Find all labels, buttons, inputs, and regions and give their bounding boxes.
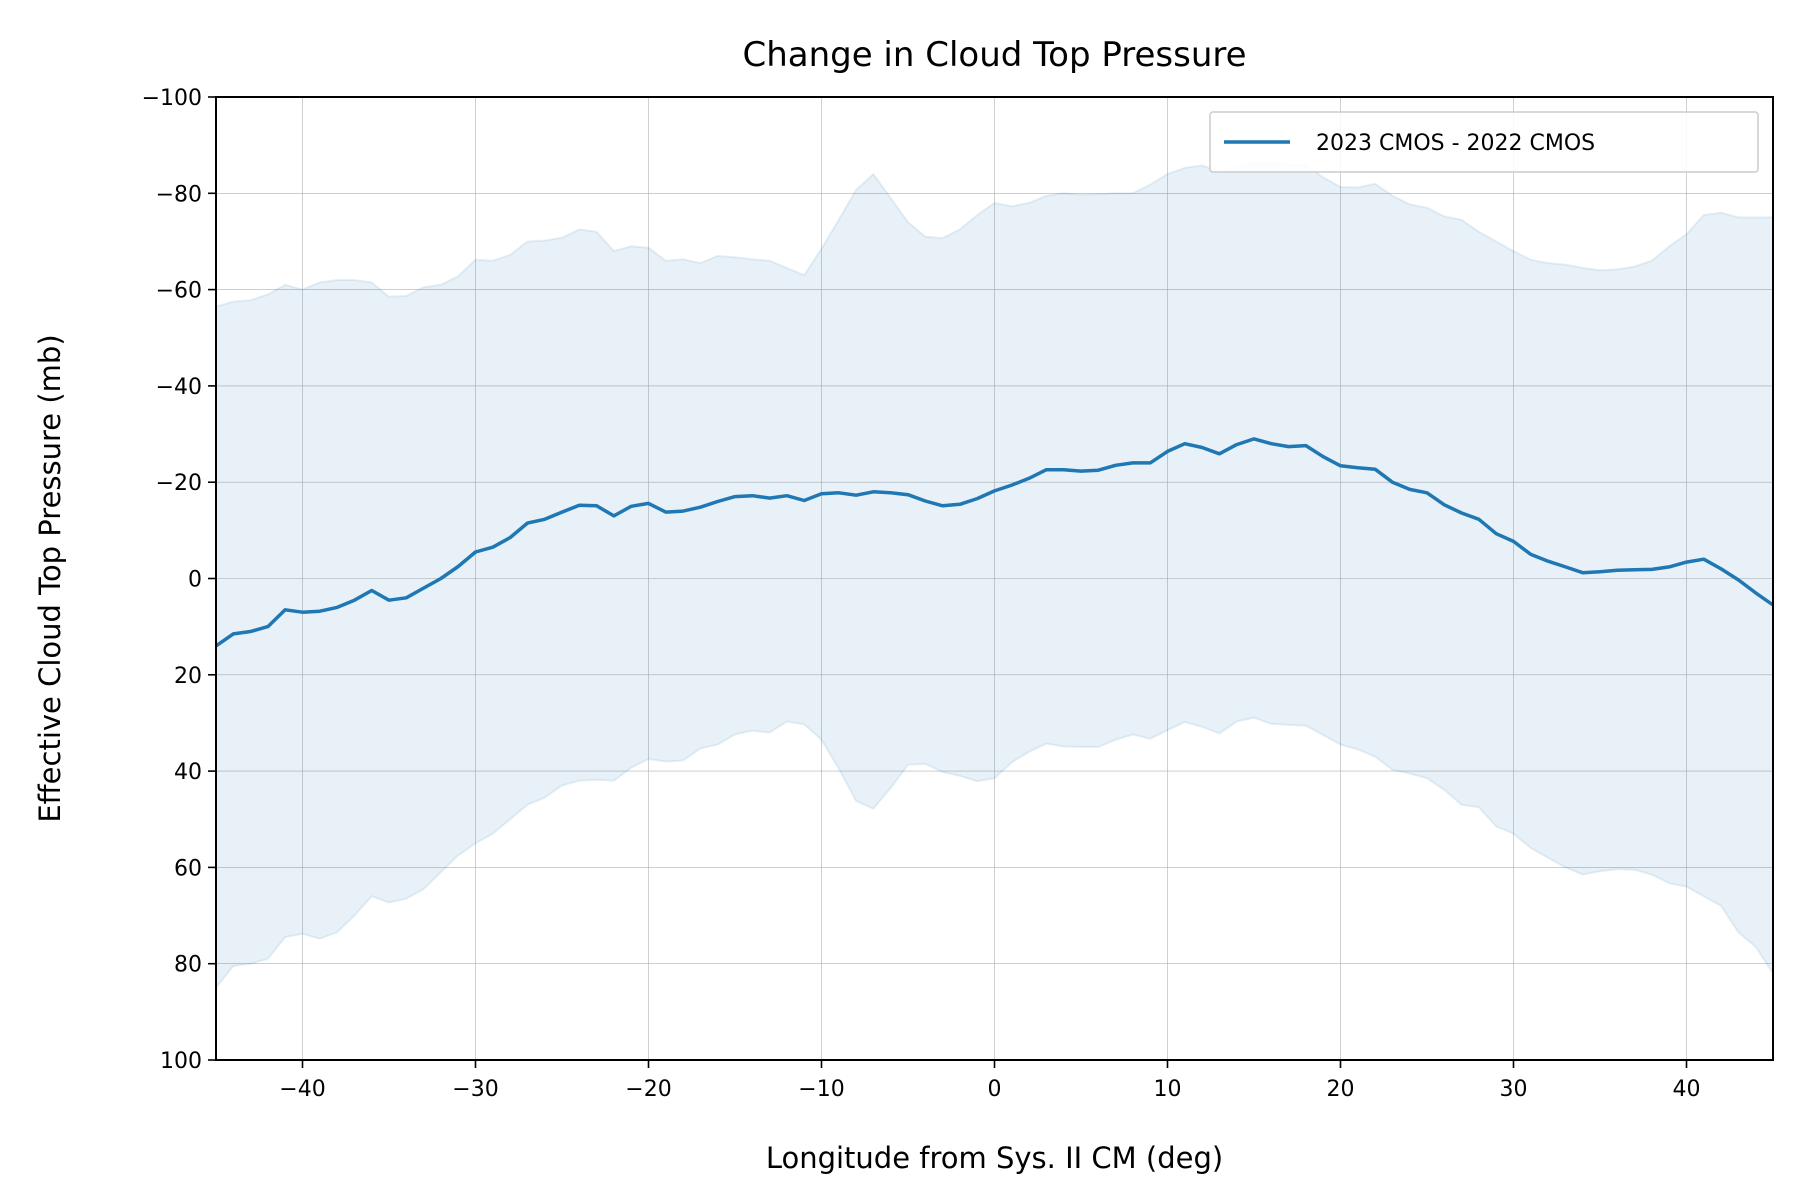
x-tick-label: 20 (1327, 1077, 1355, 1102)
y-tick-label: −20 (156, 471, 202, 496)
x-axis-label: Longitude from Sys. II CM (deg) (766, 1141, 1223, 1175)
legend-box (1209, 111, 1759, 173)
series-line (215, 437, 1775, 648)
y-tick-label: −80 (156, 182, 202, 207)
y-axis-label: Effective Cloud Top Pressure (mb) (33, 334, 67, 822)
y-tick-label: 80 (174, 953, 202, 978)
y-tick-label: −40 (156, 375, 202, 400)
y-tick-label: 40 (174, 760, 202, 785)
y-tick-label: −60 (156, 279, 202, 304)
x-tick-label: 10 (1154, 1077, 1182, 1102)
x-tick-label: −20 (625, 1077, 671, 1102)
plot-frame (215, 96, 1774, 1061)
y-tick-label: 100 (160, 1049, 202, 1074)
x-tick-label: −10 (798, 1077, 844, 1102)
x-tick-label: −30 (452, 1077, 498, 1102)
axis-ticks: −40 −30 −20 −10 0 10 20 30 40−100−80−60−40−20020… (142, 86, 1701, 1102)
x-tick-label: 40 (1673, 1077, 1701, 1102)
legend: 2023 CMOS - 2022 CMOS (1209, 111, 1759, 173)
y-tick-label: 60 (174, 856, 202, 881)
y-tick-label: 0 (188, 568, 202, 593)
legend-label: 2023 CMOS - 2022 CMOS (1316, 131, 1595, 156)
y-tick-label: −100 (142, 86, 202, 111)
chart-title: Change in Cloud Top Pressure (742, 35, 1246, 75)
x-tick-label: 30 (1500, 1077, 1528, 1102)
x-tick-label: −40 (279, 1077, 325, 1102)
x-tick-label: 0 (988, 1077, 1002, 1102)
y-tick-label: 20 (174, 664, 202, 689)
